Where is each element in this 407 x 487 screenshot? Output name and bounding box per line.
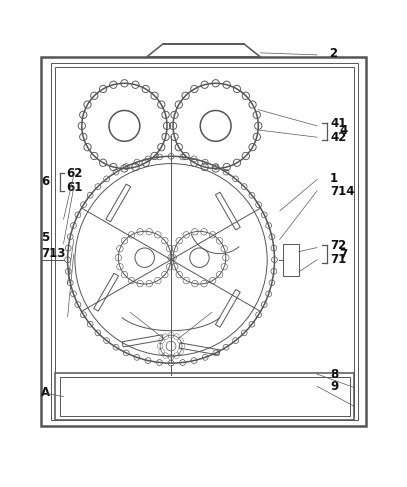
Text: 41: 41 <box>330 117 346 131</box>
Bar <box>282 244 299 276</box>
Bar <box>51 63 358 420</box>
Bar <box>55 374 354 420</box>
Text: 714: 714 <box>330 185 354 198</box>
Text: 2: 2 <box>329 47 337 60</box>
Text: 7: 7 <box>339 247 348 261</box>
Text: 9: 9 <box>330 380 338 393</box>
Bar <box>59 377 350 416</box>
Text: 5: 5 <box>41 231 50 244</box>
Bar <box>55 67 354 416</box>
Text: 1: 1 <box>330 172 338 185</box>
Text: 6: 6 <box>41 175 50 188</box>
Text: 61: 61 <box>66 181 83 194</box>
Text: A: A <box>41 386 50 399</box>
Text: 72: 72 <box>330 240 346 252</box>
Text: 8: 8 <box>330 368 338 381</box>
Text: 713: 713 <box>41 247 66 260</box>
Text: 62: 62 <box>66 167 83 180</box>
Bar <box>41 57 366 426</box>
Text: 4: 4 <box>339 124 348 137</box>
Text: 42: 42 <box>330 131 346 144</box>
Text: 71: 71 <box>330 253 346 266</box>
